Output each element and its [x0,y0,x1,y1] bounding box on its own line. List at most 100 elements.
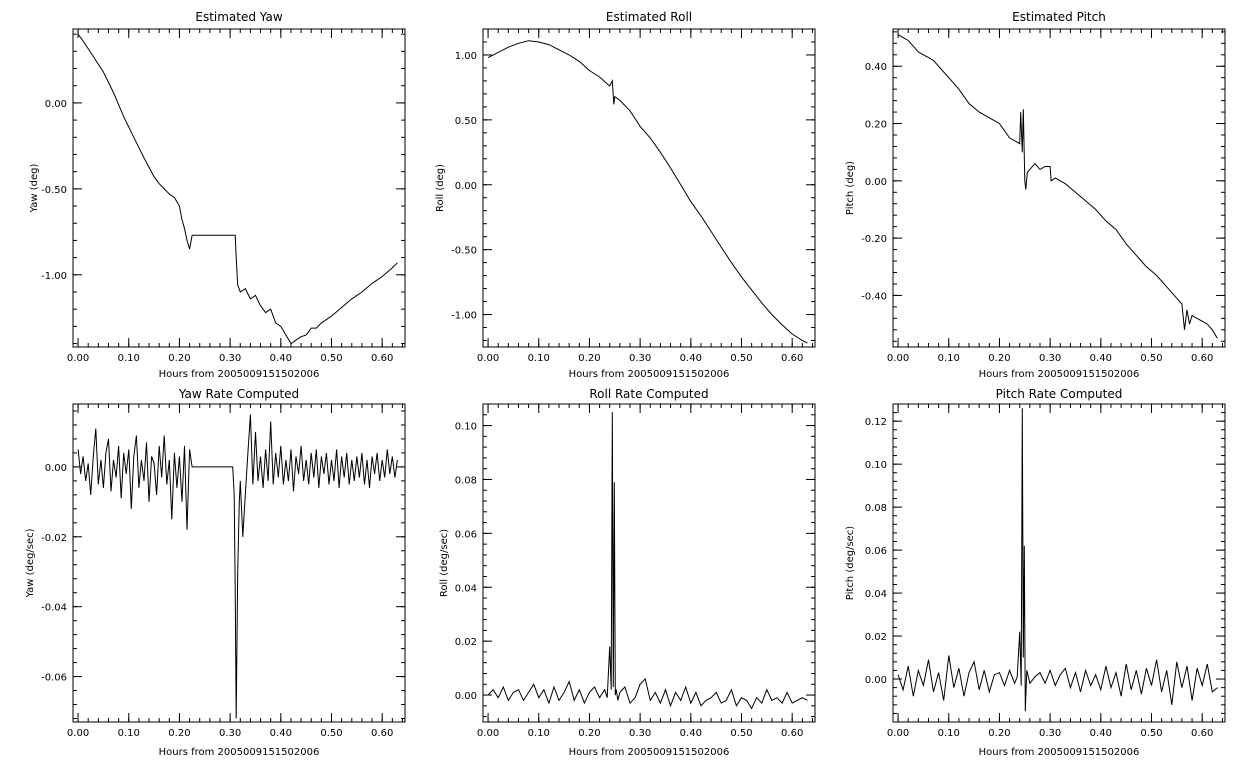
y-tick-label: -0.50 [41,185,67,196]
series-line [487,412,808,710]
x-tick-label: 0.20 [168,728,190,739]
x-tick-label: 0.40 [270,353,292,364]
x-tick-label: 0.60 [781,353,803,364]
x-tick-label: 0.50 [320,728,342,739]
x-tick-label: 0.60 [781,728,803,739]
x-tick-label: 0.50 [1140,728,1162,739]
y-tick-label: 0.02 [865,632,887,643]
y-tick-label: -0.02 [41,533,67,544]
y-tick-label: 0.10 [455,422,477,433]
x-axis-label: Hours from 2005009151502006 [569,369,730,380]
plot-frame [72,403,406,723]
y-tick-label: 0.40 [865,62,887,73]
panel-estimated-roll: Estimated Roll Hours from 20050091515020… [435,10,816,380]
y-tick-label: 0.08 [865,503,887,514]
x-tick-label: 0.00 [477,353,499,364]
y-axis-label: Roll (deg) [435,164,446,212]
chart-title: Estimated Roll [606,10,692,24]
x-tick-label: 0.00 [887,728,909,739]
y-tick-label: 0.00 [45,463,67,474]
x-tick-label: 0.00 [67,353,89,364]
x-axis-label: Hours from 2005009151502006 [159,369,320,380]
y-tick-label: 0.20 [865,120,887,131]
x-tick-label: 0.20 [988,728,1010,739]
y-tick-label: 0.00 [865,177,887,188]
x-tick-label: 0.40 [270,728,292,739]
x-tick-label: 0.30 [219,353,241,364]
panel-yaw-rate-computed: Yaw Rate Computed Hours from 20050091515… [25,387,406,758]
panel-roll-rate-computed: Roll Rate Computed Hours from 2005009151… [439,387,816,758]
x-tick-label: 0.40 [680,728,702,739]
y-tick-label: -1.00 [41,271,67,282]
x-tick-label: 0.10 [938,353,960,364]
y-axis-label: Roll (deg/sec) [439,529,450,597]
y-tick-label: 0.04 [865,589,887,600]
x-tick-label: 0.40 [680,353,702,364]
y-tick-label: 0.04 [455,583,477,594]
x-tick-label: 0.60 [1191,728,1213,739]
chart-title: Yaw Rate Computed [178,387,299,401]
y-tick-label: 0.00 [45,99,67,110]
y-tick-label: 0.08 [455,475,477,486]
chart-title: Estimated Yaw [195,10,282,24]
y-tick-label: 0.02 [455,637,477,648]
plot-frame [892,28,1226,348]
x-tick-label: 0.50 [1140,353,1162,364]
y-axis-label: Pitch (deg) [845,161,856,215]
chart-title: Pitch Rate Computed [996,387,1123,401]
y-tick-label: 0.12 [865,417,887,428]
x-tick-label: 0.30 [629,353,651,364]
y-axis-label: Pitch (deg/sec) [845,526,856,601]
x-tick-label: 0.10 [528,728,550,739]
x-tick-label: 0.60 [1191,353,1213,364]
y-tick-label: -0.04 [41,603,67,614]
x-axis-label: Hours from 2005009151502006 [159,747,320,758]
y-tick-label: -0.20 [861,234,887,245]
y-tick-label: -0.50 [451,246,477,257]
y-tick-label: 1.00 [455,51,477,62]
panel-estimated-pitch: Estimated Pitch Hours from 2005009151502… [845,10,1226,380]
x-tick-label: 0.10 [118,353,140,364]
x-tick-label: 0.00 [477,728,499,739]
x-tick-label: 0.10 [118,728,140,739]
series-line [77,33,398,345]
x-tick-label: 0.00 [887,353,909,364]
plot-frame [482,28,816,348]
y-axis-label: Yaw (deg) [29,163,40,213]
plot-frame [892,403,1226,723]
x-tick-label: 0.30 [1039,353,1061,364]
x-tick-label: 0.20 [578,728,600,739]
x-tick-label: 0.50 [730,353,752,364]
chart-title: Roll Rate Computed [589,387,708,401]
x-tick-label: 0.60 [371,353,393,364]
chart-title: Estimated Pitch [1012,10,1106,24]
y-tick-label: -1.00 [451,311,477,322]
y-tick-label: 0.00 [865,675,887,686]
y-tick-label: -0.06 [41,673,67,684]
plot-frame [72,28,406,348]
x-tick-label: 0.50 [730,728,752,739]
x-axis-label: Hours from 2005009151502006 [979,747,1140,758]
x-tick-label: 0.20 [578,353,600,364]
x-tick-label: 0.30 [629,728,651,739]
x-tick-label: 0.20 [988,353,1010,364]
y-tick-label: 0.00 [455,181,477,192]
y-axis-label: Yaw (deg/sec) [25,528,36,598]
series-line [897,34,1218,339]
panel-estimated-yaw: Estimated Yaw Hours from 200500915150200… [29,10,406,380]
y-tick-label: 0.06 [455,529,477,540]
x-tick-label: 0.10 [938,728,960,739]
x-tick-label: 0.40 [1090,728,1112,739]
x-tick-label: 0.40 [1090,353,1112,364]
x-tick-label: 0.20 [168,353,190,364]
y-tick-label: 0.50 [455,116,477,127]
plot-frame [482,403,816,723]
x-tick-label: 0.10 [528,353,550,364]
y-tick-label: -0.40 [861,291,887,302]
x-axis-label: Hours from 2005009151502006 [979,369,1140,380]
series-line [897,408,1218,712]
y-tick-label: 0.00 [455,691,477,702]
y-tick-label: 0.06 [865,546,887,557]
x-tick-label: 0.00 [67,728,89,739]
